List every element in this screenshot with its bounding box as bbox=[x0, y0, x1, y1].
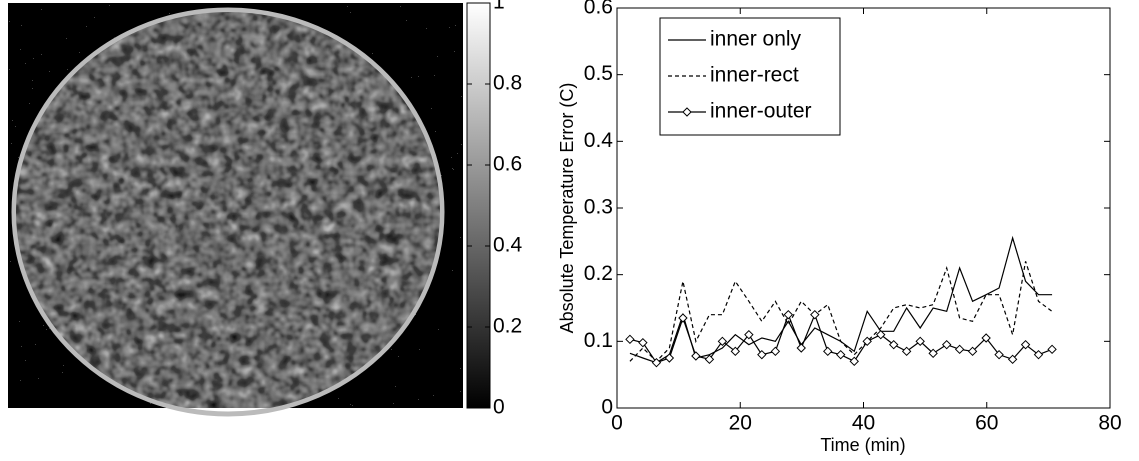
marker bbox=[823, 346, 833, 357]
x-tick-label: 40 bbox=[852, 412, 875, 435]
marker bbox=[796, 343, 806, 353]
y-tick-label: 0 bbox=[601, 396, 613, 419]
marker bbox=[888, 339, 899, 350]
colorbar-tick-label: 0.8 bbox=[493, 72, 522, 95]
marker bbox=[915, 336, 925, 347]
y-tick-label: 0.4 bbox=[584, 129, 614, 152]
marker bbox=[941, 339, 952, 350]
legend-label: inner-outer bbox=[710, 100, 812, 123]
y-axis-label: Absolute Temperature Error (C) bbox=[557, 83, 577, 334]
marker bbox=[1047, 344, 1057, 355]
image-texture bbox=[16, 12, 440, 408]
series-line bbox=[629, 261, 1053, 363]
colorbar-tick-label: 0.4 bbox=[493, 234, 523, 257]
marker bbox=[744, 329, 754, 340]
x-tick-label: 80 bbox=[1098, 412, 1121, 435]
marker bbox=[994, 349, 1004, 360]
image-panel bbox=[8, 2, 491, 417]
marker bbox=[967, 346, 978, 357]
marker bbox=[1007, 354, 1018, 365]
marker bbox=[664, 353, 675, 363]
marker bbox=[1020, 339, 1031, 350]
marker bbox=[901, 346, 912, 357]
marker bbox=[704, 354, 715, 365]
marker bbox=[810, 309, 820, 320]
marker bbox=[783, 309, 794, 320]
image-rim bbox=[11, 7, 445, 417]
marker bbox=[638, 337, 648, 348]
legend-label: inner-rect bbox=[710, 64, 799, 87]
marker bbox=[981, 333, 991, 343]
marker bbox=[717, 336, 728, 347]
marker bbox=[625, 334, 635, 345]
y-tick-label: 0.5 bbox=[584, 62, 613, 85]
marker bbox=[876, 329, 886, 340]
marker bbox=[757, 349, 767, 360]
marker bbox=[730, 346, 741, 357]
colorbar-tick-label: 0.6 bbox=[493, 153, 522, 176]
marker bbox=[849, 356, 859, 367]
x-axis-label: Time (min) bbox=[820, 435, 905, 455]
legend-label: inner only bbox=[710, 28, 802, 51]
colorbar-tick-label: 1 bbox=[493, 0, 505, 14]
marker bbox=[691, 351, 701, 361]
colorbar-tick-label: 0 bbox=[493, 396, 505, 419]
marker bbox=[862, 336, 872, 347]
x-tick-label: 60 bbox=[975, 412, 998, 435]
marker bbox=[651, 357, 662, 368]
y-tick-label: 0.3 bbox=[584, 196, 613, 219]
marker bbox=[928, 348, 938, 359]
marker bbox=[770, 346, 781, 357]
marker bbox=[678, 313, 688, 323]
colorbar bbox=[466, 2, 491, 409]
colorbar-tick-label: 0.2 bbox=[493, 315, 522, 338]
marker bbox=[835, 349, 846, 360]
marker bbox=[1033, 349, 1044, 360]
y-tick-label: 0.1 bbox=[584, 329, 613, 352]
y-tick-label: 0.2 bbox=[584, 262, 613, 285]
legend-marker bbox=[682, 107, 692, 117]
x-tick-label: 20 bbox=[729, 412, 752, 435]
y-tick-label: 0.6 bbox=[584, 0, 613, 19]
x-tick-label: 0 bbox=[611, 412, 623, 435]
marker bbox=[954, 344, 965, 355]
